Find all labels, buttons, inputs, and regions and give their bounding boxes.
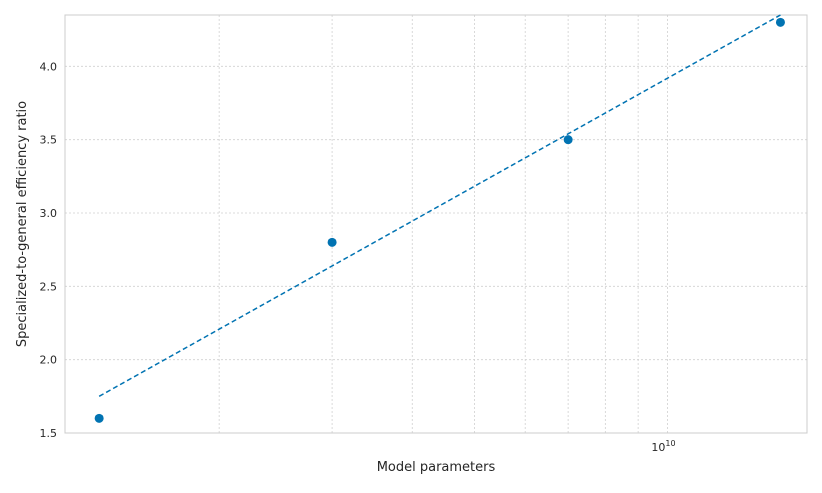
y-tick-label: 2.5 <box>40 280 58 293</box>
plot-area-frame <box>64 14 808 434</box>
data-point <box>327 237 337 247</box>
data-point <box>94 413 104 423</box>
grid-lines <box>65 15 807 434</box>
series-layer <box>94 14 785 423</box>
data-point <box>775 17 785 27</box>
data-point <box>563 135 573 145</box>
y-tick-label: 2.0 <box>40 354 58 367</box>
y-tick-label: 3.0 <box>40 207 58 220</box>
x-axis-label: Model parameters <box>377 460 496 475</box>
x-tick-label: 1010 <box>651 439 675 454</box>
trend-line <box>98 14 781 397</box>
y-tick-label: 1.5 <box>40 427 58 440</box>
y-tick-label: 4.0 <box>40 60 58 73</box>
y-tick-label: 3.5 <box>40 134 58 147</box>
y-axis-label: Specialized-to-general efficiency ratio <box>15 101 30 347</box>
tick-labels: 1.5 2.0 2.5 3.0 3.5 4.0 1010 <box>40 60 676 454</box>
